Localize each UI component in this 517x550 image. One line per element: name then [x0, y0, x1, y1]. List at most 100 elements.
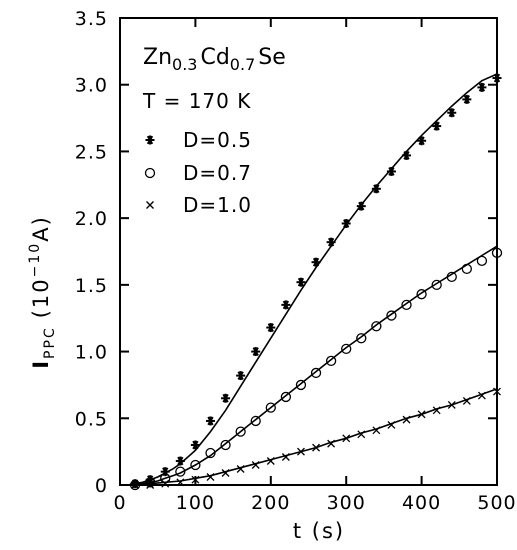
data-points	[129, 73, 503, 491]
data-point-x	[131, 481, 140, 489]
x-tick-label: 100	[176, 492, 215, 514]
x-tick-label: 0	[113, 492, 126, 514]
data-point-circle	[250, 415, 261, 427]
y-tick-label: 1.0	[75, 342, 108, 364]
data-point-x	[176, 478, 185, 487]
plot-frame	[119, 17, 498, 486]
data-point-x	[281, 453, 290, 461]
legend: D=0.5 D=0.7 D=1.0	[144, 128, 252, 217]
data-point-circle	[295, 379, 307, 391]
data-point-x	[146, 481, 155, 489]
data-point-circle	[175, 466, 186, 477]
chart-title: Zn0.3 Cd0.7 Se	[143, 45, 286, 74]
data-point-circle	[446, 271, 457, 283]
data-point-asterisk	[266, 323, 276, 333]
data-point-x	[266, 457, 275, 465]
data-point-asterisk	[417, 136, 427, 146]
data-point-asterisk	[190, 440, 200, 450]
x-tick-label: 500	[477, 492, 516, 514]
data-point-asterisk	[326, 237, 336, 247]
data-point-x	[161, 479, 170, 488]
data-point-asterisk	[402, 150, 412, 160]
data-point-x	[477, 391, 486, 400]
y-tick-label: 0.5	[75, 408, 108, 430]
data-point-circle	[205, 447, 216, 459]
data-point-asterisk	[477, 82, 487, 92]
data-point-circle	[476, 255, 488, 266]
data-point-asterisk	[281, 300, 291, 310]
data-point-asterisk	[356, 201, 366, 211]
ticks-layer: 0 100 200 300 400 500 0 0.5 1.0 1.5 2.0 2.5 3.0 3.5	[75, 8, 516, 514]
data-point-x	[417, 410, 426, 419]
data-point-asterisk	[251, 347, 261, 357]
data-point-x	[251, 461, 260, 469]
data-point-circle	[431, 279, 442, 291]
data-point-circle	[356, 333, 367, 344]
fit-curve-3	[127, 388, 498, 486]
y-tick-label: 2.5	[75, 141, 108, 163]
y-axis-label: IPPC(10−10A)	[27, 215, 58, 369]
y-tick-label: 0	[95, 475, 108, 497]
data-point-circle	[401, 299, 412, 311]
data-point-x	[357, 430, 366, 439]
data-point-x	[372, 426, 381, 435]
data-point-asterisk	[145, 475, 155, 485]
data-point-circle	[145, 477, 156, 488]
data-point-x	[312, 443, 320, 452]
data-point-asterisk	[311, 257, 321, 267]
data-point-circle	[325, 355, 337, 367]
legend-label: D=0.5	[183, 128, 252, 152]
x-axis-label: t (s)	[293, 519, 345, 543]
data-point-asterisk	[296, 277, 306, 287]
data-point-x	[206, 473, 215, 481]
data-point-x	[236, 465, 245, 473]
data-point-x	[402, 415, 411, 424]
data-point-asterisk	[432, 121, 442, 131]
legend-label: D=0.7	[183, 161, 252, 185]
legend-marker-asterisk	[145, 135, 155, 145]
data-point-circle	[491, 247, 503, 258]
data-point-asterisk	[205, 416, 215, 426]
y-tick-label: 2.0	[75, 208, 108, 230]
data-point-x	[462, 396, 471, 405]
x-tick-label: 300	[327, 492, 366, 514]
x-tick-label: 200	[251, 492, 290, 514]
data-point-circle	[280, 391, 292, 403]
data-point-asterisk	[462, 94, 472, 104]
data-point-x	[221, 469, 230, 477]
data-point-circle	[220, 439, 231, 451]
y-tick-label: 1.5	[75, 275, 108, 297]
data-point-x	[493, 387, 501, 396]
data-point-asterisk	[175, 456, 185, 466]
data-point-asterisk	[236, 371, 246, 381]
data-point-circle	[235, 426, 246, 437]
x-tick-label: 400	[402, 492, 441, 514]
data-point-circle	[129, 479, 141, 491]
data-point-circle	[310, 367, 322, 379]
data-point-circle	[341, 343, 352, 355]
data-point-x	[297, 447, 305, 456]
legend-marker-x	[146, 201, 154, 209]
data-point-x	[447, 400, 456, 409]
data-point-circle	[461, 263, 472, 274]
data-point-asterisk	[386, 166, 396, 176]
data-point-x	[191, 475, 200, 484]
data-point-asterisk	[492, 73, 502, 83]
data-point-circle	[265, 402, 276, 413]
data-point-circle	[190, 459, 201, 471]
data-point-x	[342, 434, 351, 443]
data-point-asterisk	[371, 184, 381, 194]
data-point-circle	[416, 289, 427, 300]
legend-label: D=1.0	[183, 193, 252, 217]
temperature-label: T = 170 K	[142, 89, 251, 113]
data-point-asterisk	[341, 218, 351, 228]
data-point-circle	[371, 321, 382, 332]
y-tick-label: 3.0	[75, 75, 108, 97]
data-point-circle	[386, 310, 397, 321]
data-point-asterisk	[221, 393, 231, 403]
data-point-x	[432, 406, 441, 415]
legend-marker-circle	[144, 167, 156, 179]
fit-curve-2	[127, 245, 498, 486]
data-point-x	[387, 420, 396, 429]
